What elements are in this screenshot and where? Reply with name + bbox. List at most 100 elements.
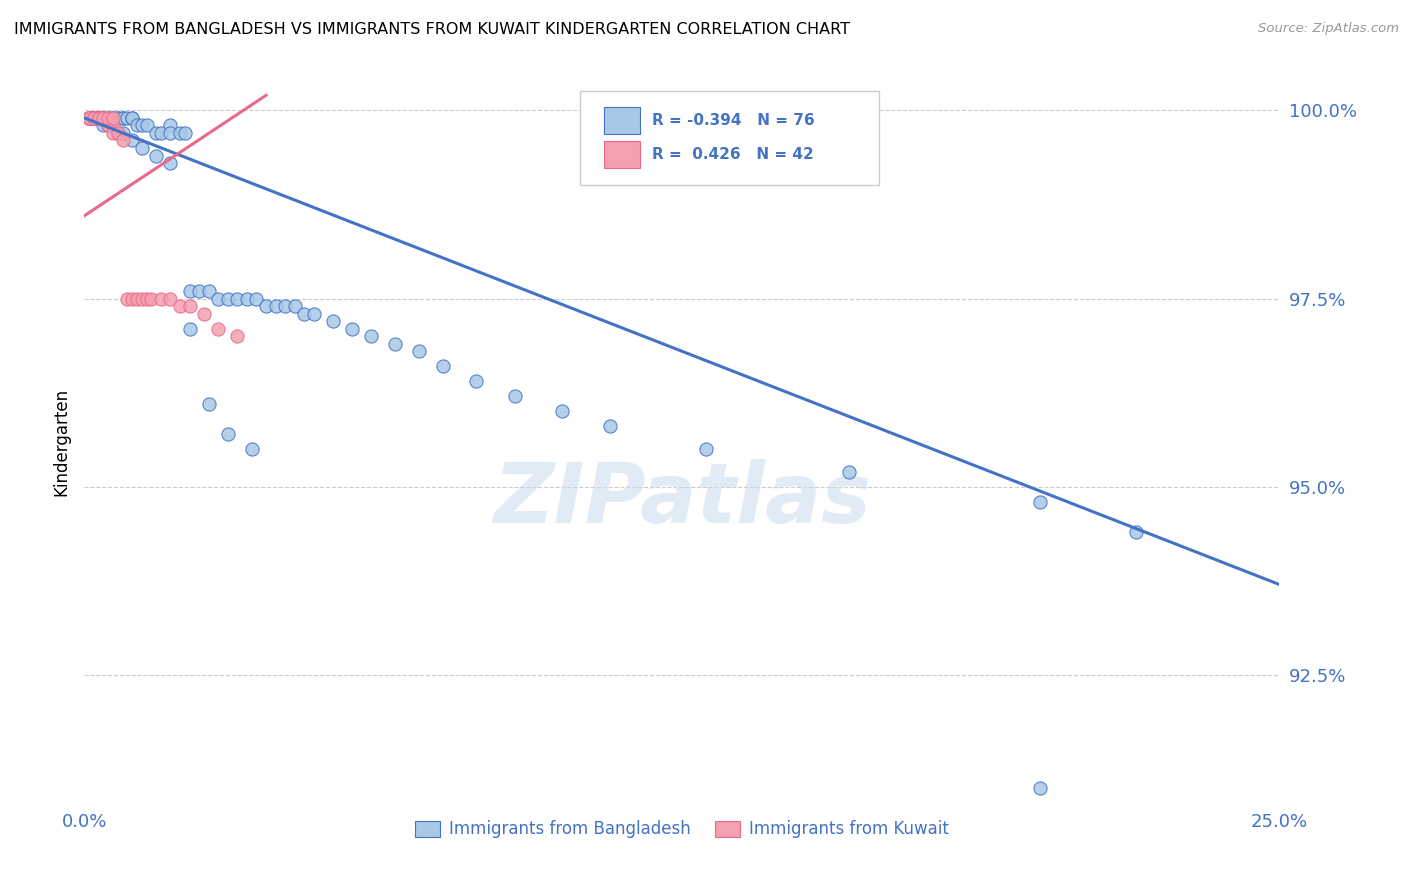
Point	[695, 442, 717, 456]
Point	[77, 111, 100, 125]
Bar	[605, 107, 640, 135]
Point	[173, 126, 195, 140]
Text: Source: ZipAtlas.com: Source: ZipAtlas.com	[1258, 22, 1399, 36]
Point	[83, 111, 105, 125]
Point	[292, 307, 315, 321]
Point	[77, 111, 100, 125]
Text: R = -0.394   N = 76: R = -0.394 N = 76	[652, 113, 814, 128]
Point	[77, 111, 100, 125]
Point	[274, 299, 297, 313]
Point	[77, 111, 100, 125]
Point	[93, 119, 115, 133]
Point	[217, 427, 239, 442]
Point	[159, 119, 181, 133]
Text: ZIPatlas: ZIPatlas	[494, 458, 870, 540]
Point	[141, 292, 163, 306]
Point	[145, 126, 167, 140]
Point	[101, 111, 124, 125]
Point	[87, 111, 110, 125]
Point	[1029, 780, 1052, 795]
Point	[408, 344, 430, 359]
Point	[145, 148, 167, 162]
Point	[77, 111, 100, 125]
Point	[93, 111, 115, 125]
Point	[93, 111, 115, 125]
Point	[107, 111, 129, 125]
Point	[97, 119, 120, 133]
Point	[125, 119, 148, 133]
Point	[179, 321, 201, 335]
Point	[117, 111, 139, 125]
Point	[503, 389, 526, 403]
Point	[107, 126, 129, 140]
Point	[87, 111, 110, 125]
Text: R =  0.426   N = 42: R = 0.426 N = 42	[652, 147, 814, 162]
Point	[169, 299, 191, 313]
Point	[1125, 524, 1147, 539]
Point	[125, 292, 148, 306]
Point	[83, 111, 105, 125]
Point	[83, 111, 105, 125]
Point	[121, 134, 143, 148]
Point	[135, 119, 157, 133]
Point	[169, 126, 191, 140]
Point	[284, 299, 307, 313]
Point	[83, 111, 105, 125]
Point	[111, 126, 134, 140]
FancyBboxPatch shape	[581, 91, 879, 185]
Point	[87, 111, 110, 125]
Point	[193, 307, 215, 321]
Point	[101, 119, 124, 133]
Point	[93, 111, 115, 125]
Point	[87, 111, 110, 125]
Point	[188, 284, 211, 298]
Point	[77, 111, 100, 125]
Point	[264, 299, 287, 313]
Point	[101, 126, 124, 140]
Point	[111, 134, 134, 148]
Point	[101, 111, 124, 125]
Point	[87, 111, 110, 125]
Point	[83, 111, 105, 125]
Point	[83, 111, 105, 125]
Point	[197, 397, 219, 411]
Point	[107, 111, 129, 125]
Point	[121, 111, 143, 125]
Point	[245, 292, 267, 306]
Point	[179, 299, 201, 313]
Point	[83, 111, 105, 125]
Point	[179, 284, 201, 298]
Point	[111, 111, 134, 125]
Point	[207, 321, 229, 335]
Point	[93, 111, 115, 125]
Legend: Immigrants from Bangladesh, Immigrants from Kuwait: Immigrants from Bangladesh, Immigrants f…	[409, 814, 955, 845]
Point	[340, 321, 363, 335]
Point	[159, 292, 181, 306]
Point	[838, 465, 860, 479]
Point	[226, 292, 249, 306]
Point	[149, 126, 172, 140]
Point	[226, 329, 249, 343]
Point	[149, 292, 172, 306]
Bar	[605, 141, 640, 169]
Point	[135, 292, 157, 306]
Point	[599, 419, 621, 434]
Point	[97, 111, 120, 125]
Point	[121, 111, 143, 125]
Point	[101, 111, 124, 125]
Point	[254, 299, 277, 313]
Point	[93, 111, 115, 125]
Point	[121, 292, 143, 306]
Point	[83, 111, 105, 125]
Point	[111, 111, 134, 125]
Point	[77, 111, 100, 125]
Point	[83, 111, 105, 125]
Point	[87, 111, 110, 125]
Point	[77, 111, 100, 125]
Y-axis label: Kindergarten: Kindergarten	[52, 387, 70, 496]
Point	[217, 292, 239, 306]
Point	[77, 111, 100, 125]
Point	[117, 292, 139, 306]
Point	[97, 119, 120, 133]
Point	[107, 126, 129, 140]
